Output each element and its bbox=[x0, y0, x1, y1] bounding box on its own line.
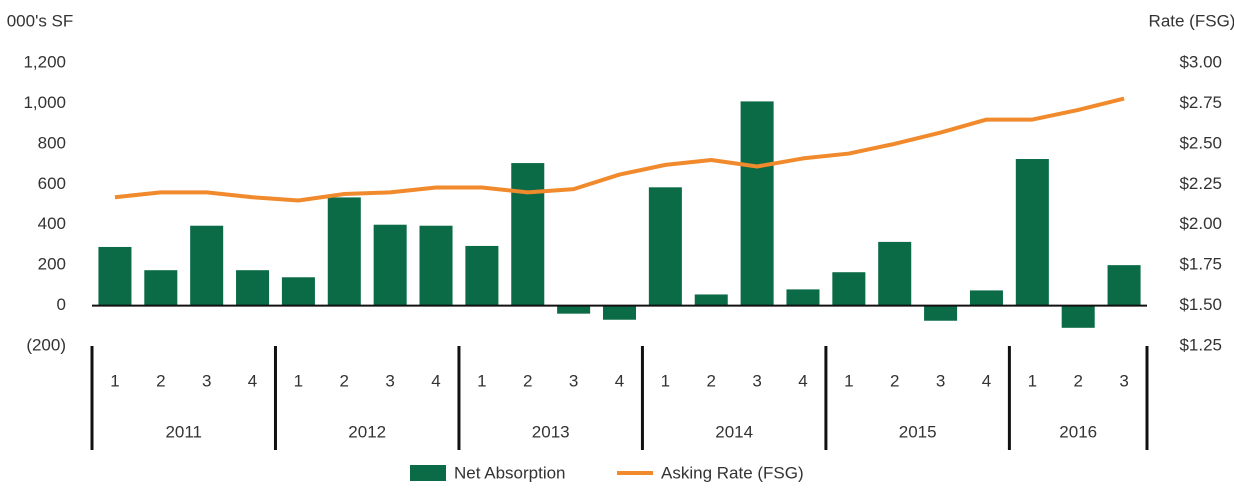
y2-tick-label: $2.75 bbox=[1179, 93, 1222, 112]
bar bbox=[281, 277, 315, 306]
x-tick-label: 2 bbox=[523, 371, 532, 390]
bar bbox=[969, 290, 1003, 306]
x-tick-label: 3 bbox=[752, 371, 761, 390]
x-tick-label: 4 bbox=[982, 371, 991, 390]
y-tick-label: 200 bbox=[38, 255, 66, 274]
x-group-label: 2012 bbox=[348, 422, 386, 441]
legend-label: Asking Rate (FSG) bbox=[661, 463, 804, 482]
y2-tick-label: $1.25 bbox=[1179, 335, 1222, 354]
bar bbox=[1107, 265, 1141, 306]
bar bbox=[694, 294, 728, 306]
x-tick-label: 3 bbox=[202, 371, 211, 390]
bar bbox=[1061, 305, 1095, 328]
x-tick-label: 1 bbox=[661, 371, 670, 390]
x-tick-label: 4 bbox=[615, 371, 624, 390]
y2-tick-label: $1.50 bbox=[1179, 295, 1222, 314]
y-tick-label: 1,200 bbox=[23, 52, 66, 71]
x-group-label: 2013 bbox=[532, 422, 570, 441]
y-tick-label: (200) bbox=[26, 335, 66, 354]
bar bbox=[740, 101, 774, 306]
bar bbox=[98, 246, 132, 306]
y-axis-title: 000's SF bbox=[7, 11, 74, 30]
bar bbox=[511, 163, 545, 306]
x-tick-label: 4 bbox=[431, 371, 440, 390]
x-tick-label: 3 bbox=[569, 371, 578, 390]
y2-tick-label: $1.75 bbox=[1179, 255, 1222, 274]
x-group-label: 2016 bbox=[1059, 422, 1097, 441]
x-tick-label: 4 bbox=[798, 371, 807, 390]
x-tick-label: 1 bbox=[294, 371, 303, 390]
legend-label: Net Absorption bbox=[454, 463, 566, 482]
y-tick-label: 400 bbox=[38, 214, 66, 233]
bar bbox=[557, 305, 591, 314]
y2-tick-label: $2.25 bbox=[1179, 174, 1222, 193]
legend-swatch bbox=[410, 465, 446, 481]
x-tick-label: 1 bbox=[110, 371, 119, 390]
x-tick-label: 1 bbox=[844, 371, 853, 390]
bar bbox=[465, 245, 499, 306]
x-tick-label: 3 bbox=[385, 371, 394, 390]
x-tick-label: 2 bbox=[340, 371, 349, 390]
y2-tick-label: $2.50 bbox=[1179, 133, 1222, 152]
y-tick-label: 600 bbox=[38, 174, 66, 193]
bar bbox=[419, 225, 453, 306]
bar bbox=[602, 305, 637, 320]
y-tick-label: 0 bbox=[57, 295, 66, 314]
y-tick-label: 800 bbox=[38, 133, 66, 152]
bar bbox=[786, 289, 820, 306]
x-tick-label: 2 bbox=[707, 371, 716, 390]
x-tick-label: 2 bbox=[156, 371, 165, 390]
bar bbox=[1015, 159, 1049, 306]
bar bbox=[236, 270, 270, 306]
x-group-label: 2015 bbox=[899, 422, 937, 441]
x-tick-label: 2 bbox=[890, 371, 899, 390]
bar bbox=[190, 225, 224, 306]
x-group-label: 2014 bbox=[715, 422, 753, 441]
x-tick-label: 4 bbox=[248, 371, 257, 390]
x-tick-label: 1 bbox=[1028, 371, 1037, 390]
x-tick-label: 3 bbox=[936, 371, 945, 390]
y2-axis-title: Rate (FSG) bbox=[1149, 11, 1234, 30]
bar bbox=[648, 187, 682, 306]
line bbox=[114, 96, 1125, 203]
bar bbox=[924, 305, 958, 321]
y-tick-label: 1,000 bbox=[23, 93, 66, 112]
bar bbox=[144, 270, 178, 306]
bar bbox=[327, 197, 361, 306]
x-group-label: 2011 bbox=[165, 422, 202, 441]
x-tick-label: 3 bbox=[1119, 371, 1128, 390]
bar bbox=[832, 272, 866, 306]
bar bbox=[373, 224, 407, 306]
bar bbox=[878, 241, 912, 306]
y2-tick-label: $2.00 bbox=[1179, 214, 1222, 233]
x-tick-label: 2 bbox=[1073, 371, 1082, 390]
y2-tick-label: $3.00 bbox=[1179, 52, 1222, 71]
x-tick-label: 1 bbox=[477, 371, 486, 390]
